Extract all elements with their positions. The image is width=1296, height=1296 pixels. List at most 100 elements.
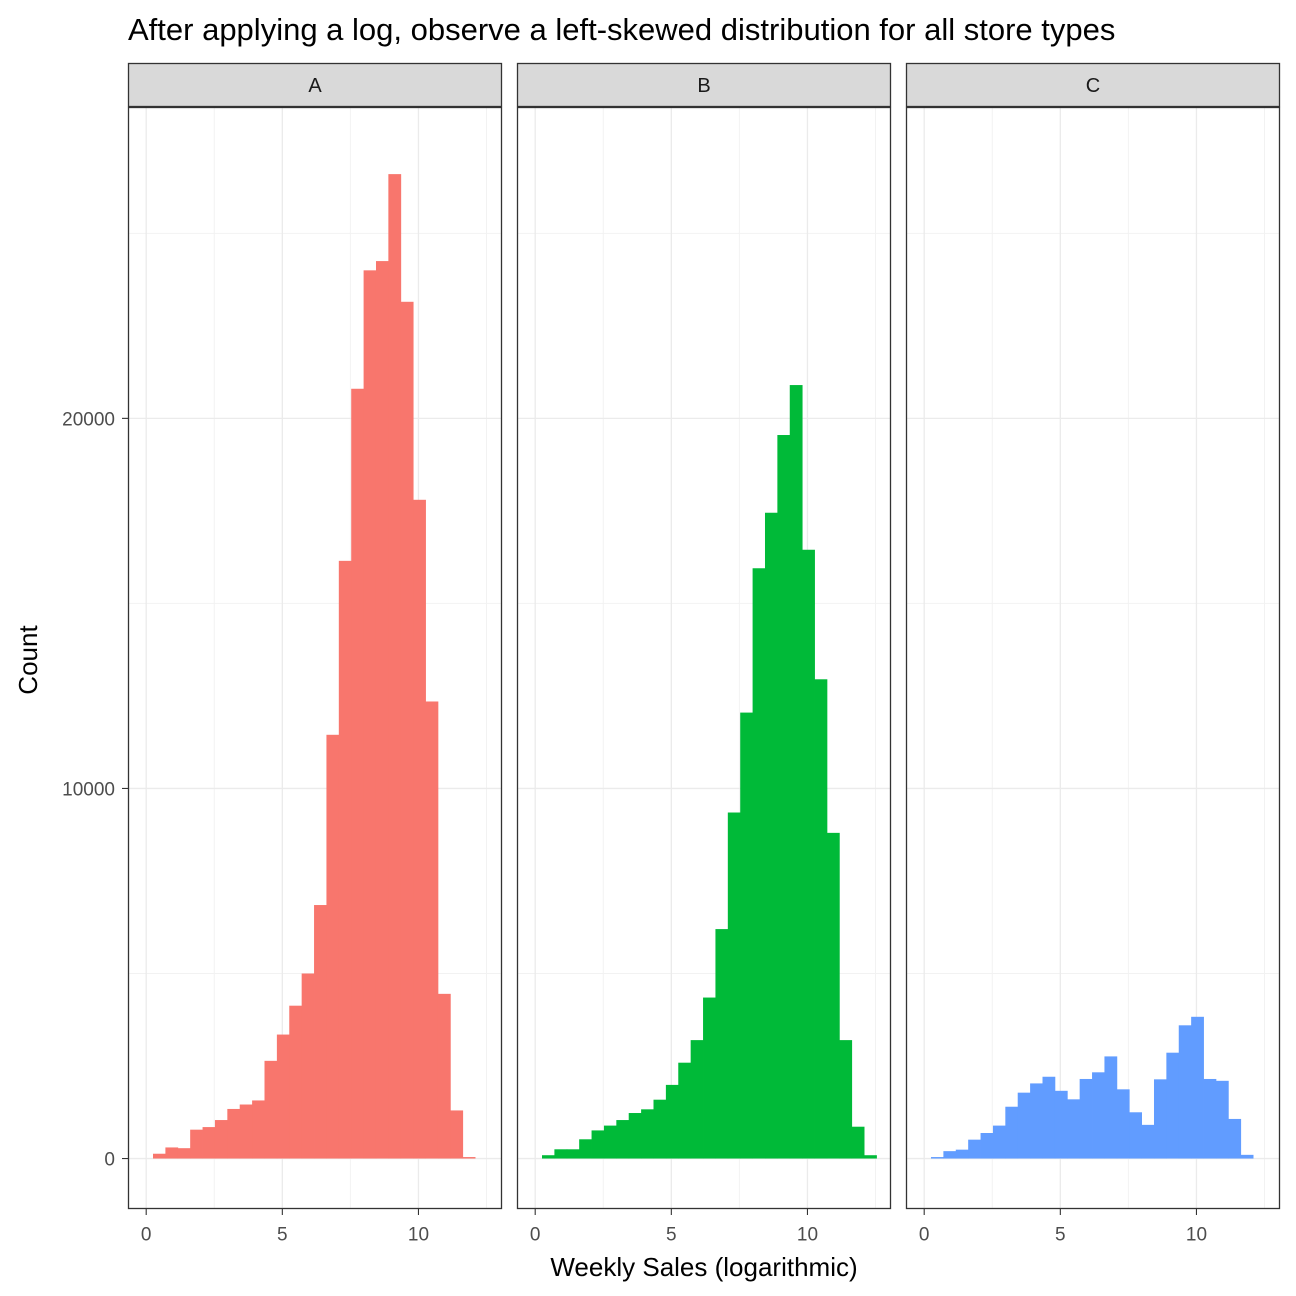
histogram-bar — [1104, 1056, 1118, 1159]
histogram-bar — [665, 1084, 679, 1159]
histogram-bar — [715, 929, 729, 1159]
facet-panel-c: C 0 5 10 — [905, 62, 1281, 1246]
histogram-bar — [375, 261, 389, 1159]
histogram-bar — [931, 1157, 944, 1159]
histogram-bar — [1240, 1154, 1254, 1159]
y-tick-label: 20000 — [62, 409, 115, 430]
histogram-bar — [542, 1155, 555, 1159]
histogram-bar — [1203, 1078, 1217, 1159]
panel-border — [127, 106, 503, 1210]
histogram-bar — [1153, 1079, 1167, 1159]
panel-background — [906, 107, 1280, 1209]
histogram-bar — [227, 1108, 241, 1159]
histogram-bar — [752, 568, 766, 1159]
histogram-bar — [190, 1129, 203, 1159]
facet-strip-label: C — [1086, 75, 1100, 97]
histogram-bar — [591, 1130, 605, 1159]
histogram-bar — [1017, 1092, 1031, 1159]
histogram-bar — [777, 435, 791, 1159]
histogram-bar — [326, 734, 340, 1159]
histogram-bar — [968, 1139, 981, 1159]
histogram-bar — [252, 1100, 265, 1159]
histogram-bar — [727, 812, 741, 1159]
histogram-bar — [1129, 1112, 1142, 1159]
x-axis-title: Weekly Sales (logarithmic) — [550, 1252, 857, 1282]
histogram-bar — [1116, 1089, 1130, 1159]
facet-strip-label: B — [697, 75, 710, 97]
x-tick-label: 0 — [919, 1225, 930, 1246]
histogram-bar — [1030, 1083, 1043, 1159]
histogram-bar — [653, 1099, 667, 1159]
panel-border — [905, 106, 1281, 1210]
histogram-bar — [338, 560, 352, 1159]
histogram-bar — [400, 301, 414, 1159]
histogram-bar — [425, 701, 439, 1159]
panel-border — [516, 106, 892, 1210]
histogram-bar — [1005, 1106, 1019, 1159]
histogram-bar — [943, 1151, 957, 1159]
histogram-bar — [363, 270, 377, 1159]
histogram-bar — [1191, 1016, 1204, 1159]
facet-strip-label: A — [308, 75, 322, 97]
histogram-bar — [814, 679, 828, 1159]
histogram-bar — [839, 1040, 853, 1159]
histogram-bar — [554, 1149, 568, 1159]
histogram-bar — [740, 712, 753, 1159]
x-tick-label: 10 — [408, 1225, 429, 1246]
histogram-bar — [177, 1148, 191, 1159]
histogram-bar — [276, 1034, 290, 1159]
facet-panels: 0 10000 20000 A 0 5 10 B 0 5 10 C 0 5 10 — [62, 62, 1281, 1246]
histogram-bar — [955, 1149, 969, 1159]
x-tick-label: 5 — [277, 1225, 288, 1246]
histogram-bar — [450, 1110, 464, 1159]
facet-strip — [516, 62, 892, 108]
x-tick-label: 0 — [530, 1225, 541, 1246]
histogram-bar — [603, 1125, 617, 1159]
histogram-bar — [165, 1147, 179, 1159]
histogram-bar — [1228, 1118, 1242, 1159]
histogram-bar — [641, 1109, 654, 1159]
histogram-bar — [388, 174, 402, 1159]
histogram-bar — [289, 1005, 303, 1159]
y-tick-label: 0 — [104, 1150, 115, 1171]
histogram-bar — [616, 1120, 630, 1159]
histogram-bar — [678, 1062, 692, 1159]
x-tick-label: 0 — [141, 1225, 152, 1246]
histogram-bar — [992, 1125, 1006, 1159]
histogram-bar — [566, 1149, 580, 1159]
facet-strip — [905, 62, 1281, 108]
histogram-bar — [1166, 1052, 1180, 1159]
histogram-bar — [239, 1104, 253, 1159]
histogram-bar — [851, 1126, 865, 1159]
histogram-bar — [1092, 1072, 1105, 1159]
x-tick-label: 10 — [1186, 1225, 1207, 1246]
histogram-bar — [628, 1113, 642, 1159]
histogram-bar — [1067, 1099, 1081, 1159]
histogram-bar — [980, 1133, 994, 1159]
histogram-bar — [301, 973, 315, 1159]
histogram-bar — [764, 512, 778, 1159]
histogram-bar — [690, 1040, 704, 1159]
y-tick-label: 10000 — [62, 779, 115, 800]
histogram-bar — [351, 388, 364, 1159]
histogram-bar — [1054, 1090, 1068, 1159]
histogram-bar — [153, 1153, 166, 1159]
histogram-bar — [314, 905, 327, 1159]
histogram-bar — [1042, 1076, 1056, 1159]
histogram-bar — [462, 1157, 476, 1159]
histogram-bar — [264, 1060, 278, 1159]
facet-panel-a: A 0 5 10 — [127, 62, 503, 1246]
histogram-bar — [703, 997, 716, 1159]
histogram-bar — [802, 549, 815, 1159]
x-tick-label: 5 — [666, 1225, 677, 1246]
histogram-bar — [579, 1139, 592, 1159]
histogram-bar — [1215, 1080, 1229, 1159]
histogram-bar — [1178, 1025, 1192, 1159]
x-tick-label: 10 — [797, 1225, 818, 1246]
histogram-bar — [789, 385, 803, 1159]
histogram-bar — [202, 1127, 216, 1159]
histogram-bar — [826, 832, 840, 1159]
facet-panel-b: B 0 5 10 — [516, 62, 892, 1246]
histogram-bar — [864, 1155, 877, 1159]
